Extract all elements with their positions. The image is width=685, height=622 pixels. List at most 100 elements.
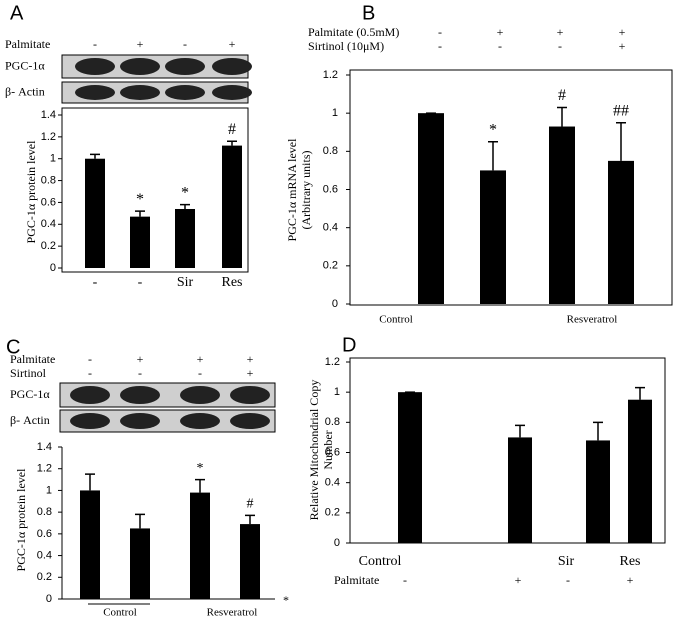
blot-band <box>212 85 252 100</box>
bar <box>608 160 634 304</box>
footnote: * <box>283 593 289 607</box>
group-label: Resveratrol <box>207 607 258 619</box>
bar <box>549 126 575 305</box>
treatment-sign: - <box>198 366 202 380</box>
blot-label: PGC-1α <box>10 387 50 401</box>
x-tick-label: - <box>138 275 143 290</box>
y-tick-label: 1.2 <box>37 463 52 475</box>
y-tick-label: 1.2 <box>41 131 56 143</box>
x-tick-label: Res <box>620 554 641 569</box>
y-tick-label: 1.4 <box>37 441 52 453</box>
row-label: Palmitate <box>5 37 50 51</box>
blot-band <box>180 413 220 429</box>
group-label: Control <box>379 314 413 326</box>
row-label: Palmitate <box>10 352 55 366</box>
y-tick-label: 1 <box>50 153 56 165</box>
blot-band <box>120 85 160 100</box>
blot-band <box>120 58 160 75</box>
y-axis-label: (Arbitrary units) <box>299 151 313 230</box>
treatment-sign: - <box>438 39 442 53</box>
y-tick-label: 1 <box>46 484 52 496</box>
y-tick-label: 0.8 <box>41 174 56 186</box>
x-tick-label: Res <box>222 275 243 290</box>
treatment-sign: + <box>247 366 254 380</box>
y-tick-label: 0.2 <box>37 571 52 583</box>
y-tick-label: 0.8 <box>323 145 338 157</box>
treatment-sign: - <box>138 366 142 380</box>
error-bar <box>90 153 100 159</box>
treatment-sign: + <box>515 573 522 587</box>
y-tick-label: 0.4 <box>325 477 340 489</box>
error-bar <box>135 210 145 217</box>
treatment-sign: - <box>93 37 97 51</box>
blot-label: β- Actin <box>5 84 45 98</box>
panel-letter: B <box>362 2 375 24</box>
error-bar <box>227 140 237 146</box>
bar <box>508 437 532 543</box>
y-tick-label: 0.2 <box>41 240 56 252</box>
x-tick-label: - <box>93 275 98 290</box>
error-bar <box>593 421 603 441</box>
y-tick-label: 0.2 <box>325 507 340 519</box>
y-tick-label: 0.6 <box>37 528 52 540</box>
group-label: Resveratrol <box>567 314 618 326</box>
treatment-sign: - <box>566 573 570 587</box>
y-tick-label: 0.2 <box>323 260 338 272</box>
annotation: * <box>181 184 189 201</box>
bar <box>130 216 150 268</box>
annotation: * <box>489 121 497 138</box>
plot-frame <box>349 357 666 544</box>
blot-band <box>120 386 160 404</box>
blot-band <box>230 386 270 404</box>
y-tick-label: 0.4 <box>37 549 52 561</box>
panel-letter: A <box>10 2 24 24</box>
y-tick-label: 0 <box>50 262 56 274</box>
row-label: Sirtinol <box>10 366 47 380</box>
error-bar <box>635 386 645 400</box>
treatment-sign: + <box>497 25 504 39</box>
blot-band <box>75 85 115 100</box>
treatment-sign: + <box>557 25 564 39</box>
y-tick-label: 1.2 <box>325 356 340 368</box>
bar <box>190 492 210 599</box>
blot-band <box>165 85 205 100</box>
blot-band <box>230 413 270 429</box>
y-tick-label: 0.8 <box>325 416 340 428</box>
annotation: * <box>197 461 204 476</box>
treatment-sign: + <box>619 39 626 53</box>
x-tick-label: Sir <box>177 275 194 290</box>
error-bar <box>245 514 255 525</box>
bar <box>418 113 444 305</box>
error-bar <box>85 473 95 491</box>
annotation: # <box>247 497 254 512</box>
x-tick-label: Sir <box>558 554 575 569</box>
treatment-sign: + <box>137 352 144 366</box>
panel-letter: D <box>342 334 356 356</box>
treatment-sign: + <box>627 573 634 587</box>
blot-band <box>120 413 160 429</box>
y-tick-label: 0.6 <box>325 446 340 458</box>
bar <box>480 170 506 304</box>
bar <box>130 528 150 599</box>
error-bar <box>195 478 205 493</box>
blot-label: PGC-1α <box>5 58 45 72</box>
bar <box>85 158 105 268</box>
blot-frame <box>59 409 276 433</box>
error-bar <box>557 106 567 127</box>
row-label: Palmitate <box>334 573 379 587</box>
x-tick-label: Control <box>359 554 402 569</box>
y-tick-label: 0.4 <box>323 222 338 234</box>
treatment-sign: + <box>137 37 144 51</box>
treatment-sign: + <box>197 352 204 366</box>
bar <box>240 524 260 599</box>
bar <box>586 440 610 543</box>
blot-band <box>70 386 110 404</box>
treatment-sign: - <box>558 39 562 53</box>
treatment-sign: - <box>438 25 442 39</box>
y-tick-label: 0 <box>46 593 52 605</box>
treatment-sign: - <box>403 573 407 587</box>
blot-band <box>212 58 252 75</box>
error-bar <box>135 513 145 529</box>
y-tick-label: 1.2 <box>323 69 338 81</box>
